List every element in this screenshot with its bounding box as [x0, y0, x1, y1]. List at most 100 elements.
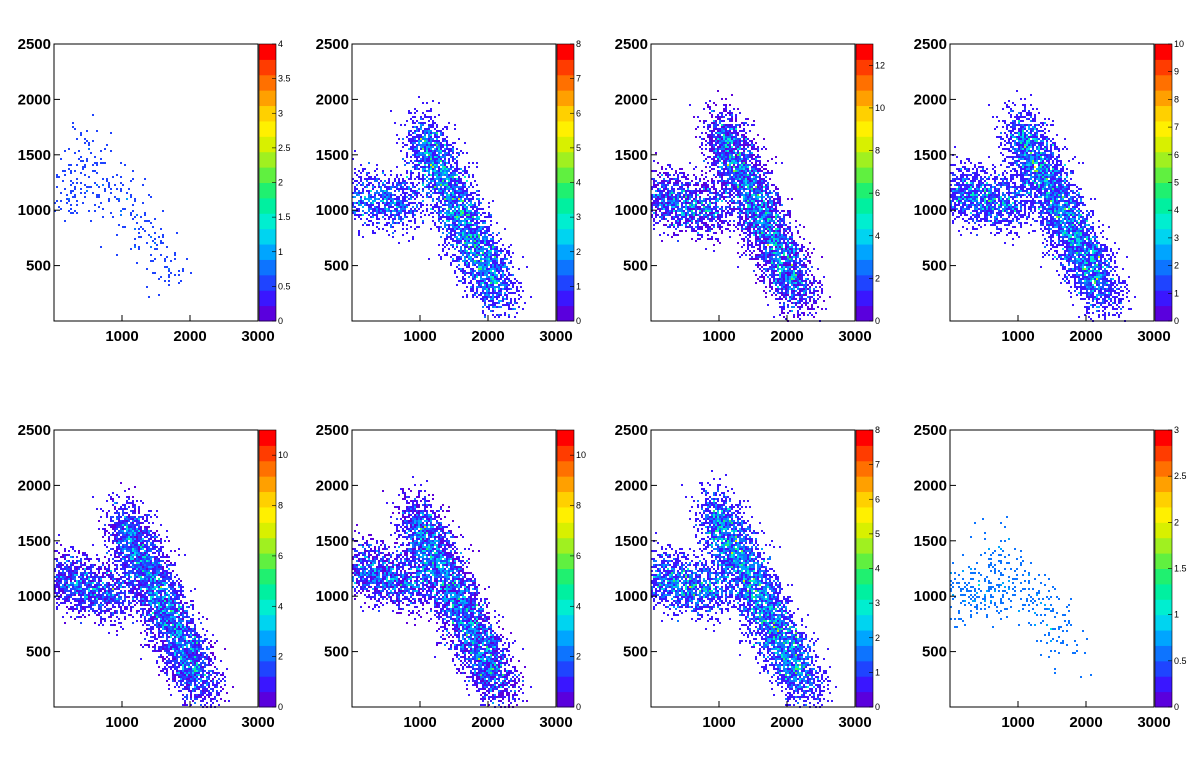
histogram-bin: [713, 134, 715, 136]
histogram-bin: [444, 186, 446, 188]
histogram-bin: [679, 214, 681, 216]
histogram-bin: [410, 208, 412, 210]
histogram-bin: [472, 290, 474, 292]
histogram-bin: [104, 162, 106, 164]
histogram-bin: [799, 236, 801, 238]
histogram-bin: [773, 244, 775, 246]
histogram-bin: [126, 192, 128, 194]
histogram-bin: [480, 208, 482, 210]
histogram-bin: [454, 232, 456, 234]
histogram-bin: [418, 134, 420, 136]
histogram-bin: [751, 174, 753, 176]
histogram-bin: [380, 194, 382, 196]
histogram-bin: [809, 282, 811, 284]
histogram-bin: [731, 126, 733, 128]
histogram-bin: [755, 176, 757, 178]
histogram-bin: [518, 294, 520, 296]
histogram-bin: [789, 226, 791, 228]
histogram-bin: [474, 254, 476, 256]
histogram-bin: [424, 152, 426, 154]
histogram-bin: [486, 296, 488, 298]
histogram-bin: [464, 212, 466, 214]
histogram-bin: [504, 264, 506, 266]
histogram-bin: [362, 188, 364, 190]
histogram-bin: [490, 278, 492, 280]
histogram-bin: [733, 164, 735, 166]
histogram-bin: [765, 224, 767, 226]
histogram-bin: [743, 200, 745, 202]
histogram-bin: [679, 230, 681, 232]
histogram-bin: [737, 138, 739, 140]
histogram-bin: [458, 180, 460, 182]
histogram-bin: [731, 152, 733, 154]
histogram-bin: [486, 250, 488, 252]
histogram-bin: [795, 280, 797, 282]
histogram-bin: [470, 268, 472, 270]
histogram-bin: [759, 218, 761, 220]
histogram-bin: [771, 254, 773, 256]
histogram-bin: [807, 314, 809, 316]
histogram-bin: [86, 158, 88, 160]
histogram-bin: [444, 166, 446, 168]
histogram-bin: [667, 172, 669, 174]
y-tick-label: 500: [324, 258, 349, 275]
histogram-bin: [476, 214, 478, 216]
histogram-bin: [484, 264, 486, 266]
histogram-bin: [476, 224, 478, 226]
histogram-bin: [717, 140, 719, 142]
histogram-bin: [709, 166, 711, 168]
histogram-bin: [456, 170, 458, 172]
histogram-bin: [510, 274, 512, 276]
histogram-bin: [723, 144, 725, 146]
histogram-bin: [681, 176, 683, 178]
histogram-bin: [759, 220, 761, 222]
histogram-bin: [456, 178, 458, 180]
histogram-bin: [376, 198, 378, 200]
histogram-bin: [110, 192, 112, 194]
histogram-bin: [711, 212, 713, 214]
histogram-bin: [510, 262, 512, 264]
histogram-bin: [94, 156, 96, 158]
histogram-bin: [504, 284, 506, 286]
histogram-bin: [430, 138, 432, 140]
histogram-bin: [472, 212, 474, 214]
histogram-bin: [701, 212, 703, 214]
histogram-bin: [444, 204, 446, 206]
histogram-bin: [717, 182, 719, 184]
histogram-bin: [765, 252, 767, 254]
histogram-bin: [512, 292, 514, 294]
histogram-bin: [484, 216, 486, 218]
histogram-bin: [747, 186, 749, 188]
palette-tick-label: 8: [576, 39, 581, 49]
histogram-bin: [450, 164, 452, 166]
histogram-bin: [432, 178, 434, 180]
histogram-bin: [783, 266, 785, 268]
histogram-bin: [464, 278, 466, 280]
histogram-bin: [480, 266, 482, 268]
histogram-bin: [721, 148, 723, 150]
histogram-bin: [464, 246, 466, 248]
histogram-bin: [478, 294, 480, 296]
histogram-bin: [498, 294, 500, 296]
histogram-bin: [703, 222, 705, 224]
histogram-bin: [721, 124, 723, 126]
histogram-bin: [747, 206, 749, 208]
histogram-bin: [436, 134, 438, 136]
histogram-bin: [444, 182, 446, 184]
histogram-bin: [779, 298, 781, 300]
histogram-bin: [424, 164, 426, 166]
histogram-bin: [492, 240, 494, 242]
histogram-bin: [502, 260, 504, 262]
histogram-bin: [741, 164, 743, 166]
histogram-bin: [781, 306, 783, 308]
histogram-bin: [102, 184, 104, 186]
histogram-bin: [494, 292, 496, 294]
histogram-bin: [446, 194, 448, 196]
histogram-bin: [414, 220, 416, 222]
histogram-bin: [456, 206, 458, 208]
histogram-bin: [733, 140, 735, 142]
histogram-bin: [402, 188, 404, 190]
histogram-bin: [693, 212, 695, 214]
histogram-bin: [424, 178, 426, 180]
histogram-bin: [705, 102, 707, 104]
